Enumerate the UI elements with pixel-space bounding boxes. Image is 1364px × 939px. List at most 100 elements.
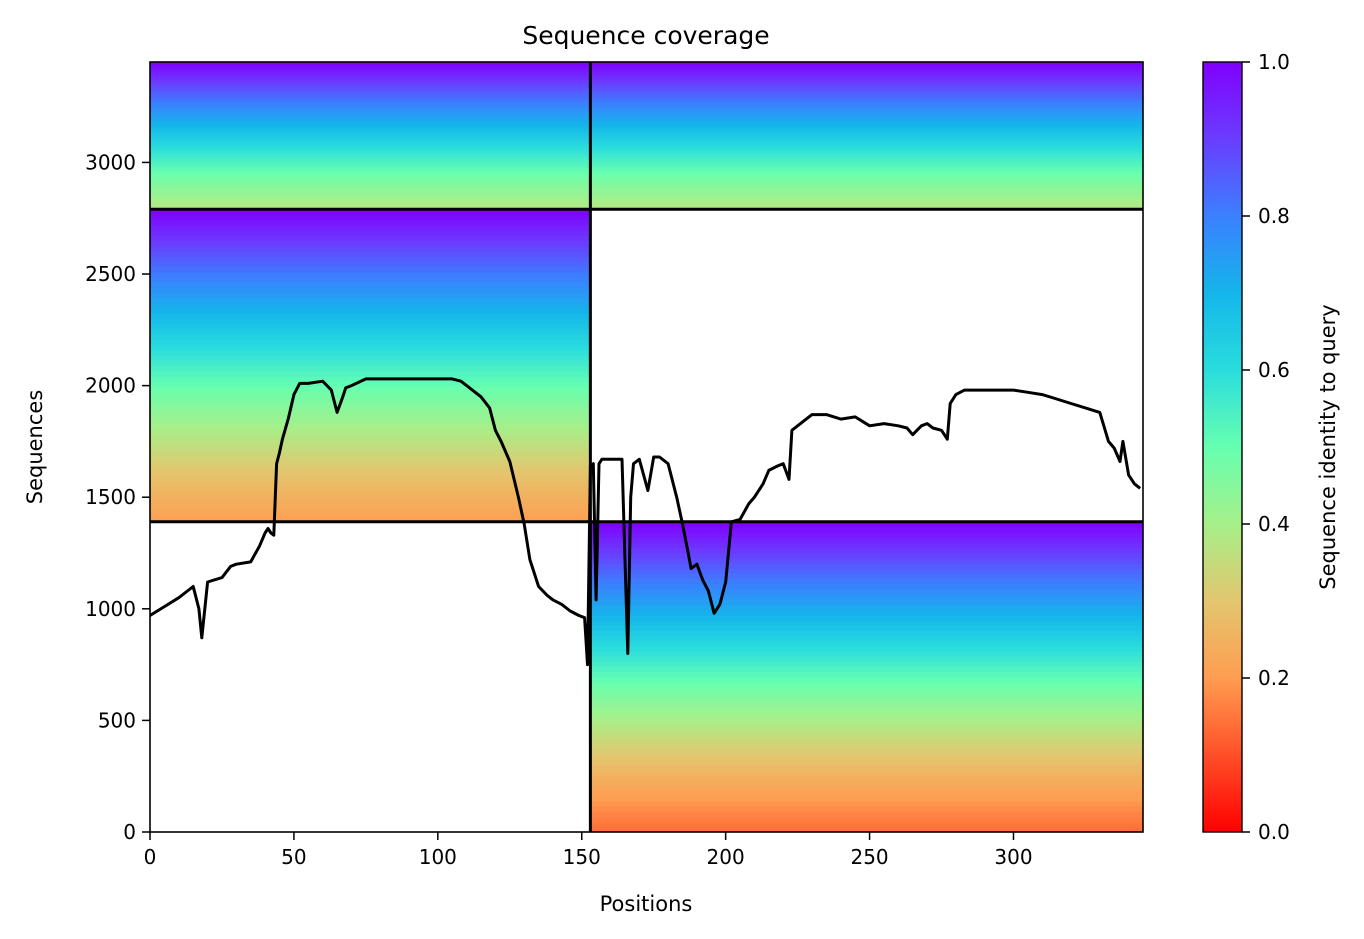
coverage-band xyxy=(150,506,591,512)
y-tick-label: 500 xyxy=(98,708,136,732)
coverage-band xyxy=(150,187,591,191)
coverage-band xyxy=(590,118,1143,122)
x-tick-label: 250 xyxy=(850,845,888,869)
coverage-band xyxy=(590,189,1143,193)
coverage-band xyxy=(590,170,1143,174)
coverage-band xyxy=(590,594,1143,600)
coverage-band xyxy=(150,407,591,414)
colorbar-tick-label: 0.0 xyxy=(1258,820,1290,844)
coverage-band xyxy=(590,552,1143,559)
coverage-band xyxy=(150,150,591,154)
coverage-band xyxy=(590,135,1143,139)
coverage-band xyxy=(150,401,591,408)
coverage-band xyxy=(150,381,591,387)
coverage-band xyxy=(150,108,591,112)
coverage-band xyxy=(150,516,591,523)
coverage-band xyxy=(590,147,1143,151)
coverage-band xyxy=(150,74,591,78)
coverage-band xyxy=(150,179,591,183)
coverage-band xyxy=(590,96,1143,100)
coverage-band xyxy=(150,391,591,398)
coverage-band xyxy=(590,573,1143,580)
coverage-band xyxy=(150,143,591,147)
coverage-band xyxy=(150,177,591,181)
coverage-band xyxy=(150,147,591,151)
coverage-band xyxy=(590,537,1143,544)
coverage-band xyxy=(590,666,1143,673)
coverage-band xyxy=(590,111,1143,115)
coverage-band xyxy=(590,738,1143,745)
y-tick-label: 3000 xyxy=(85,150,136,174)
coverage-band xyxy=(590,128,1143,132)
coverage-band xyxy=(590,676,1143,683)
coverage-band xyxy=(150,91,591,95)
coverage-band xyxy=(590,640,1143,647)
coverage-band xyxy=(150,167,591,171)
coverage-band xyxy=(590,101,1143,105)
coverage-band xyxy=(150,360,591,367)
coverage-band xyxy=(590,578,1143,585)
coverage-band xyxy=(150,370,591,377)
coverage-line xyxy=(150,377,1142,667)
coverage-band xyxy=(590,145,1143,149)
coverage-band xyxy=(150,118,591,122)
coverage-band xyxy=(150,495,591,502)
coverage-band xyxy=(150,116,591,120)
coverage-band xyxy=(150,349,591,356)
coverage-band xyxy=(150,192,591,196)
colorbar xyxy=(1202,61,1243,833)
plot-area xyxy=(150,62,1143,832)
chart-title: Sequence coverage xyxy=(522,21,769,50)
coverage-band xyxy=(590,718,1143,725)
coverage-band xyxy=(590,79,1143,83)
coverage-band xyxy=(150,152,591,156)
colorbar-label: Sequence identity to query xyxy=(1316,304,1340,589)
coverage-band xyxy=(150,133,591,137)
coverage-band xyxy=(150,271,591,278)
y-tick-label: 2500 xyxy=(85,262,136,286)
coverage-band xyxy=(590,194,1143,198)
coverage-band xyxy=(150,201,591,205)
coverage-band xyxy=(590,150,1143,154)
coverage-band xyxy=(150,69,591,73)
coverage-band xyxy=(150,355,591,361)
coverage-band xyxy=(150,323,591,330)
coverage-band xyxy=(590,197,1143,201)
coverage-band xyxy=(590,125,1143,129)
coverage-band xyxy=(150,204,591,208)
coverage-band xyxy=(150,230,591,236)
coverage-band xyxy=(150,140,591,144)
coverage-band xyxy=(150,96,591,100)
coverage-band xyxy=(150,250,591,257)
coverage-band xyxy=(150,138,591,142)
coverage-band xyxy=(590,687,1143,693)
coverage-band xyxy=(590,614,1143,621)
coverage-band xyxy=(150,214,591,221)
coverage-band xyxy=(590,113,1143,117)
coverage-band xyxy=(150,84,591,88)
coverage-band xyxy=(150,417,591,424)
coverage-band xyxy=(590,201,1143,205)
coverage-band xyxy=(590,120,1143,124)
coverage-band xyxy=(150,111,591,115)
x-tick-label: 50 xyxy=(281,845,306,869)
coverage-band xyxy=(590,130,1143,134)
coverage-band xyxy=(590,84,1143,88)
coverage-band xyxy=(590,599,1143,606)
coverage-band xyxy=(590,604,1143,611)
coverage-band xyxy=(150,448,591,455)
coverage-band xyxy=(590,89,1143,93)
coverage-band xyxy=(150,224,591,231)
x-tick-label: 200 xyxy=(707,845,745,869)
coverage-band xyxy=(590,821,1143,828)
coverage-band xyxy=(150,339,591,346)
y-tick-label: 0 xyxy=(123,820,136,844)
plot-frame xyxy=(149,61,1144,833)
coverage-band xyxy=(150,474,591,481)
coverage-band xyxy=(150,485,591,492)
coverage-band xyxy=(150,464,591,471)
coverage-band xyxy=(590,754,1143,761)
coverage-band xyxy=(150,76,591,80)
coverage-band xyxy=(590,769,1143,776)
